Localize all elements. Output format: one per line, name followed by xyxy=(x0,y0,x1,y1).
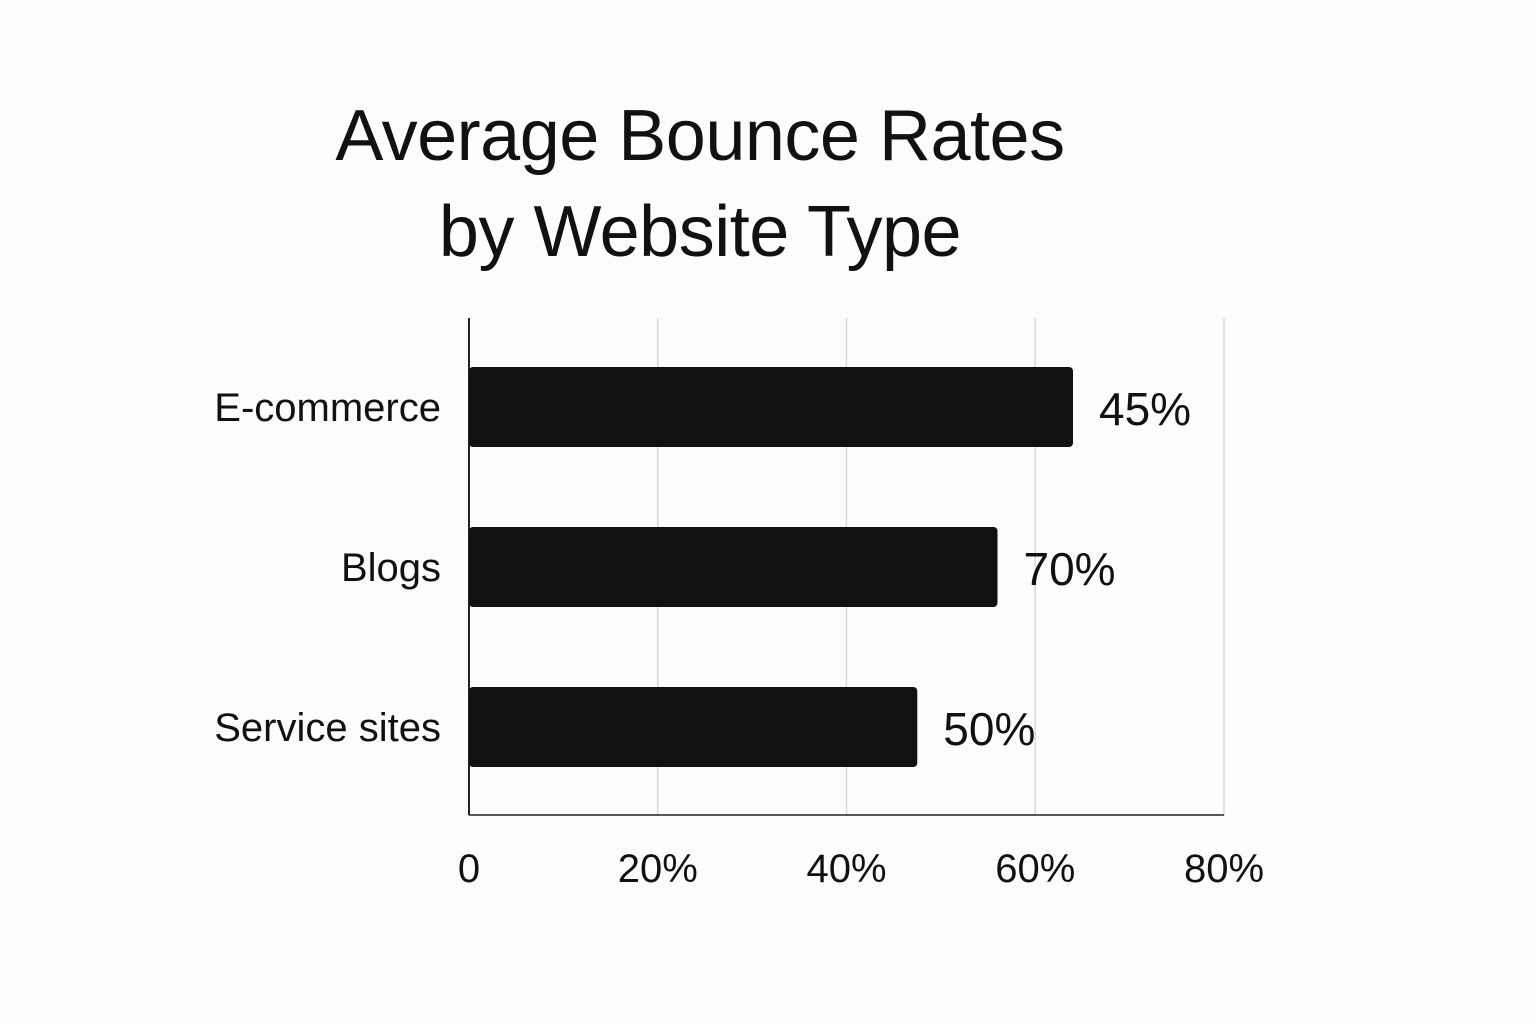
category-label-service-sites: Service sites xyxy=(214,706,441,750)
x-tick-label-40: 40% xyxy=(806,847,886,891)
labels: 0 20% 40% 60% 80% E-commerce 45% Blogs 70% Servic… xyxy=(214,383,1264,891)
x-tick-label-20: 20% xyxy=(618,847,698,891)
bars xyxy=(469,367,1073,767)
data-label-service-sites: 50% xyxy=(943,703,1035,755)
bar-service-sites xyxy=(469,687,918,767)
x-tick-label-0: 0 xyxy=(458,847,480,891)
chart-title-line-2: by Website Type xyxy=(438,192,962,272)
bar-blogs xyxy=(469,527,998,607)
x-tick-label-60: 60% xyxy=(995,847,1075,891)
data-label-e-commerce: 45% xyxy=(1099,383,1191,435)
category-label-e-commerce: E-commerce xyxy=(214,386,441,430)
chart-title: Average Bounce Rates by Website Type xyxy=(180,88,1220,280)
x-tick-label-80: 80% xyxy=(1184,847,1264,891)
chart-title-line-1: Average Bounce Rates xyxy=(335,96,1065,176)
bar-e-commerce xyxy=(469,367,1073,447)
category-label-blogs: Blogs xyxy=(341,546,441,590)
data-label-blogs: 70% xyxy=(1024,543,1116,595)
